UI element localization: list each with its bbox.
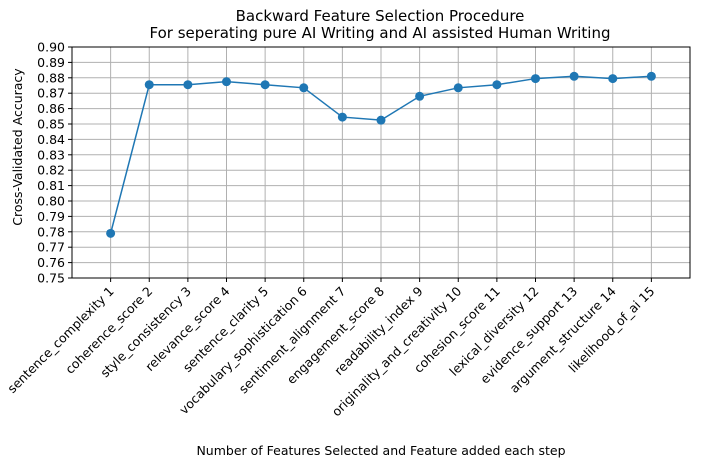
data-point (376, 115, 386, 125)
y-tick-label: 0.87 (37, 86, 65, 101)
y-tick-label: 0.84 (37, 132, 65, 147)
y-tick-label: 0.78 (37, 224, 65, 239)
data-point (260, 80, 270, 90)
y-tick-label: 0.85 (37, 117, 65, 132)
y-tick-label: 0.76 (37, 255, 65, 270)
data-point (299, 83, 309, 93)
series-accuracy (106, 71, 656, 238)
y-tick-label: 0.77 (37, 240, 65, 255)
data-point (222, 77, 231, 87)
grid (72, 46, 690, 279)
data-point (106, 228, 116, 238)
y-tick-label: 0.83 (37, 147, 65, 162)
y-tick-label: 0.86 (37, 101, 65, 116)
data-point (569, 71, 579, 81)
plot-area-frame (71, 46, 691, 279)
y-tick-label: 0.88 (37, 70, 65, 85)
y-axis-label: Cross-Validated Accuracy (10, 68, 25, 226)
chart-title-line-1: Backward Feature Selection Procedure (236, 7, 525, 25)
x-axis-label: Number of Features Selected and Feature … (196, 443, 565, 458)
data-point (492, 80, 502, 90)
data-point (415, 91, 425, 101)
data-point (608, 74, 618, 84)
y-tick-label: 0.80 (37, 194, 65, 209)
data-point (453, 83, 463, 93)
data-point (183, 80, 193, 90)
data-point (144, 80, 154, 90)
y-tick-label: 0.82 (37, 163, 65, 178)
y-tick-label: 0.89 (37, 55, 65, 70)
chart-title-line-2: For seperating pure AI Writing and AI as… (150, 24, 611, 42)
data-point (337, 112, 347, 122)
data-point (646, 71, 656, 81)
y-axis-ticks: 0.750.760.770.780.790.800.810.820.830.84… (37, 40, 72, 286)
y-tick-label: 0.75 (37, 271, 65, 286)
data-point (531, 74, 540, 84)
y-tick-label: 0.81 (37, 178, 65, 193)
y-tick-label: 0.79 (37, 209, 65, 224)
y-tick-label: 0.90 (37, 40, 65, 55)
